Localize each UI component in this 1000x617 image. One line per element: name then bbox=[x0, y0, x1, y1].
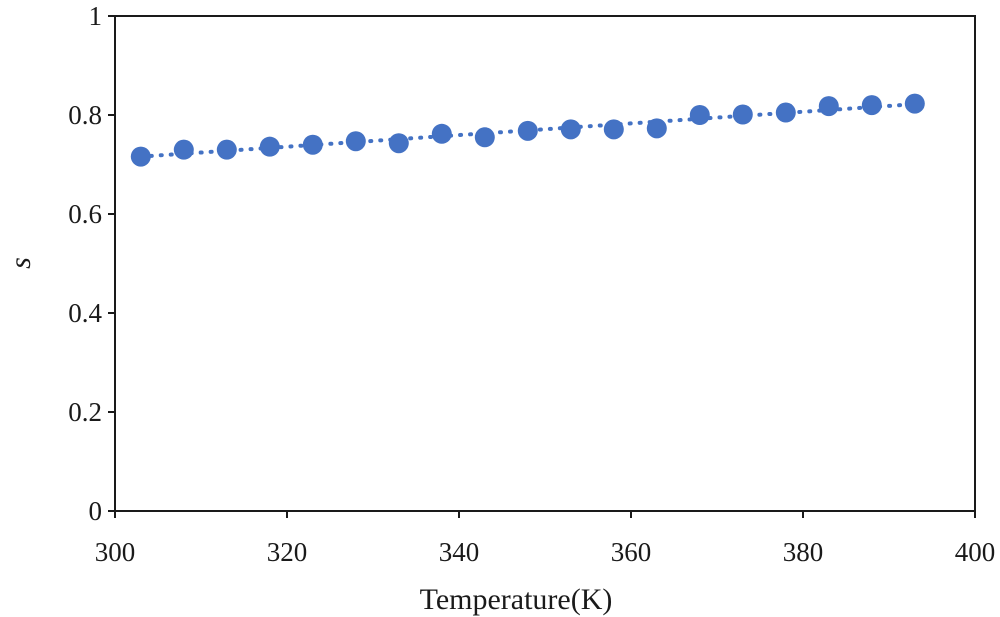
y-tick-label: 0.8 bbox=[68, 100, 102, 130]
y-tick-label: 1 bbox=[89, 1, 103, 31]
data-point bbox=[216, 139, 237, 160]
data-point bbox=[259, 136, 280, 157]
data-point bbox=[173, 139, 194, 160]
x-tick-label: 320 bbox=[267, 537, 308, 567]
data-point bbox=[775, 102, 796, 123]
plot-area bbox=[114, 15, 976, 512]
data-point bbox=[474, 127, 495, 148]
data-point bbox=[818, 96, 839, 117]
data-point bbox=[130, 146, 151, 167]
x-axis-title: Temperature(K) bbox=[420, 583, 613, 616]
plot-border bbox=[114, 15, 976, 512]
data-point bbox=[646, 118, 667, 139]
data-point bbox=[517, 120, 538, 141]
y-tick-label: 0 bbox=[89, 496, 103, 526]
data-point bbox=[560, 119, 581, 140]
data-point bbox=[732, 104, 753, 125]
data-point bbox=[431, 123, 452, 144]
x-axis: 300 320 340 360 380 400 bbox=[95, 511, 996, 567]
data-point bbox=[861, 95, 882, 116]
x-tick-label: 300 bbox=[95, 537, 136, 567]
x-tick-label: 380 bbox=[783, 537, 824, 567]
data-points-group bbox=[130, 93, 925, 167]
data-point bbox=[345, 131, 366, 152]
y-tick-label: 0.2 bbox=[68, 397, 102, 427]
x-tick-label: 340 bbox=[439, 537, 480, 567]
data-point bbox=[904, 93, 925, 114]
y-axis: 0 0.2 0.4 0.6 0.8 1 bbox=[68, 1, 115, 526]
y-tick-label: 0.4 bbox=[68, 298, 102, 328]
x-tick-label: 360 bbox=[611, 537, 652, 567]
data-point bbox=[302, 134, 323, 155]
data-point bbox=[388, 133, 409, 154]
y-tick-label: 0.6 bbox=[68, 199, 102, 229]
x-tick-label: 400 bbox=[955, 537, 996, 567]
data-point bbox=[603, 119, 624, 140]
data-point bbox=[689, 105, 710, 125]
y-axis-title: s bbox=[4, 257, 37, 269]
